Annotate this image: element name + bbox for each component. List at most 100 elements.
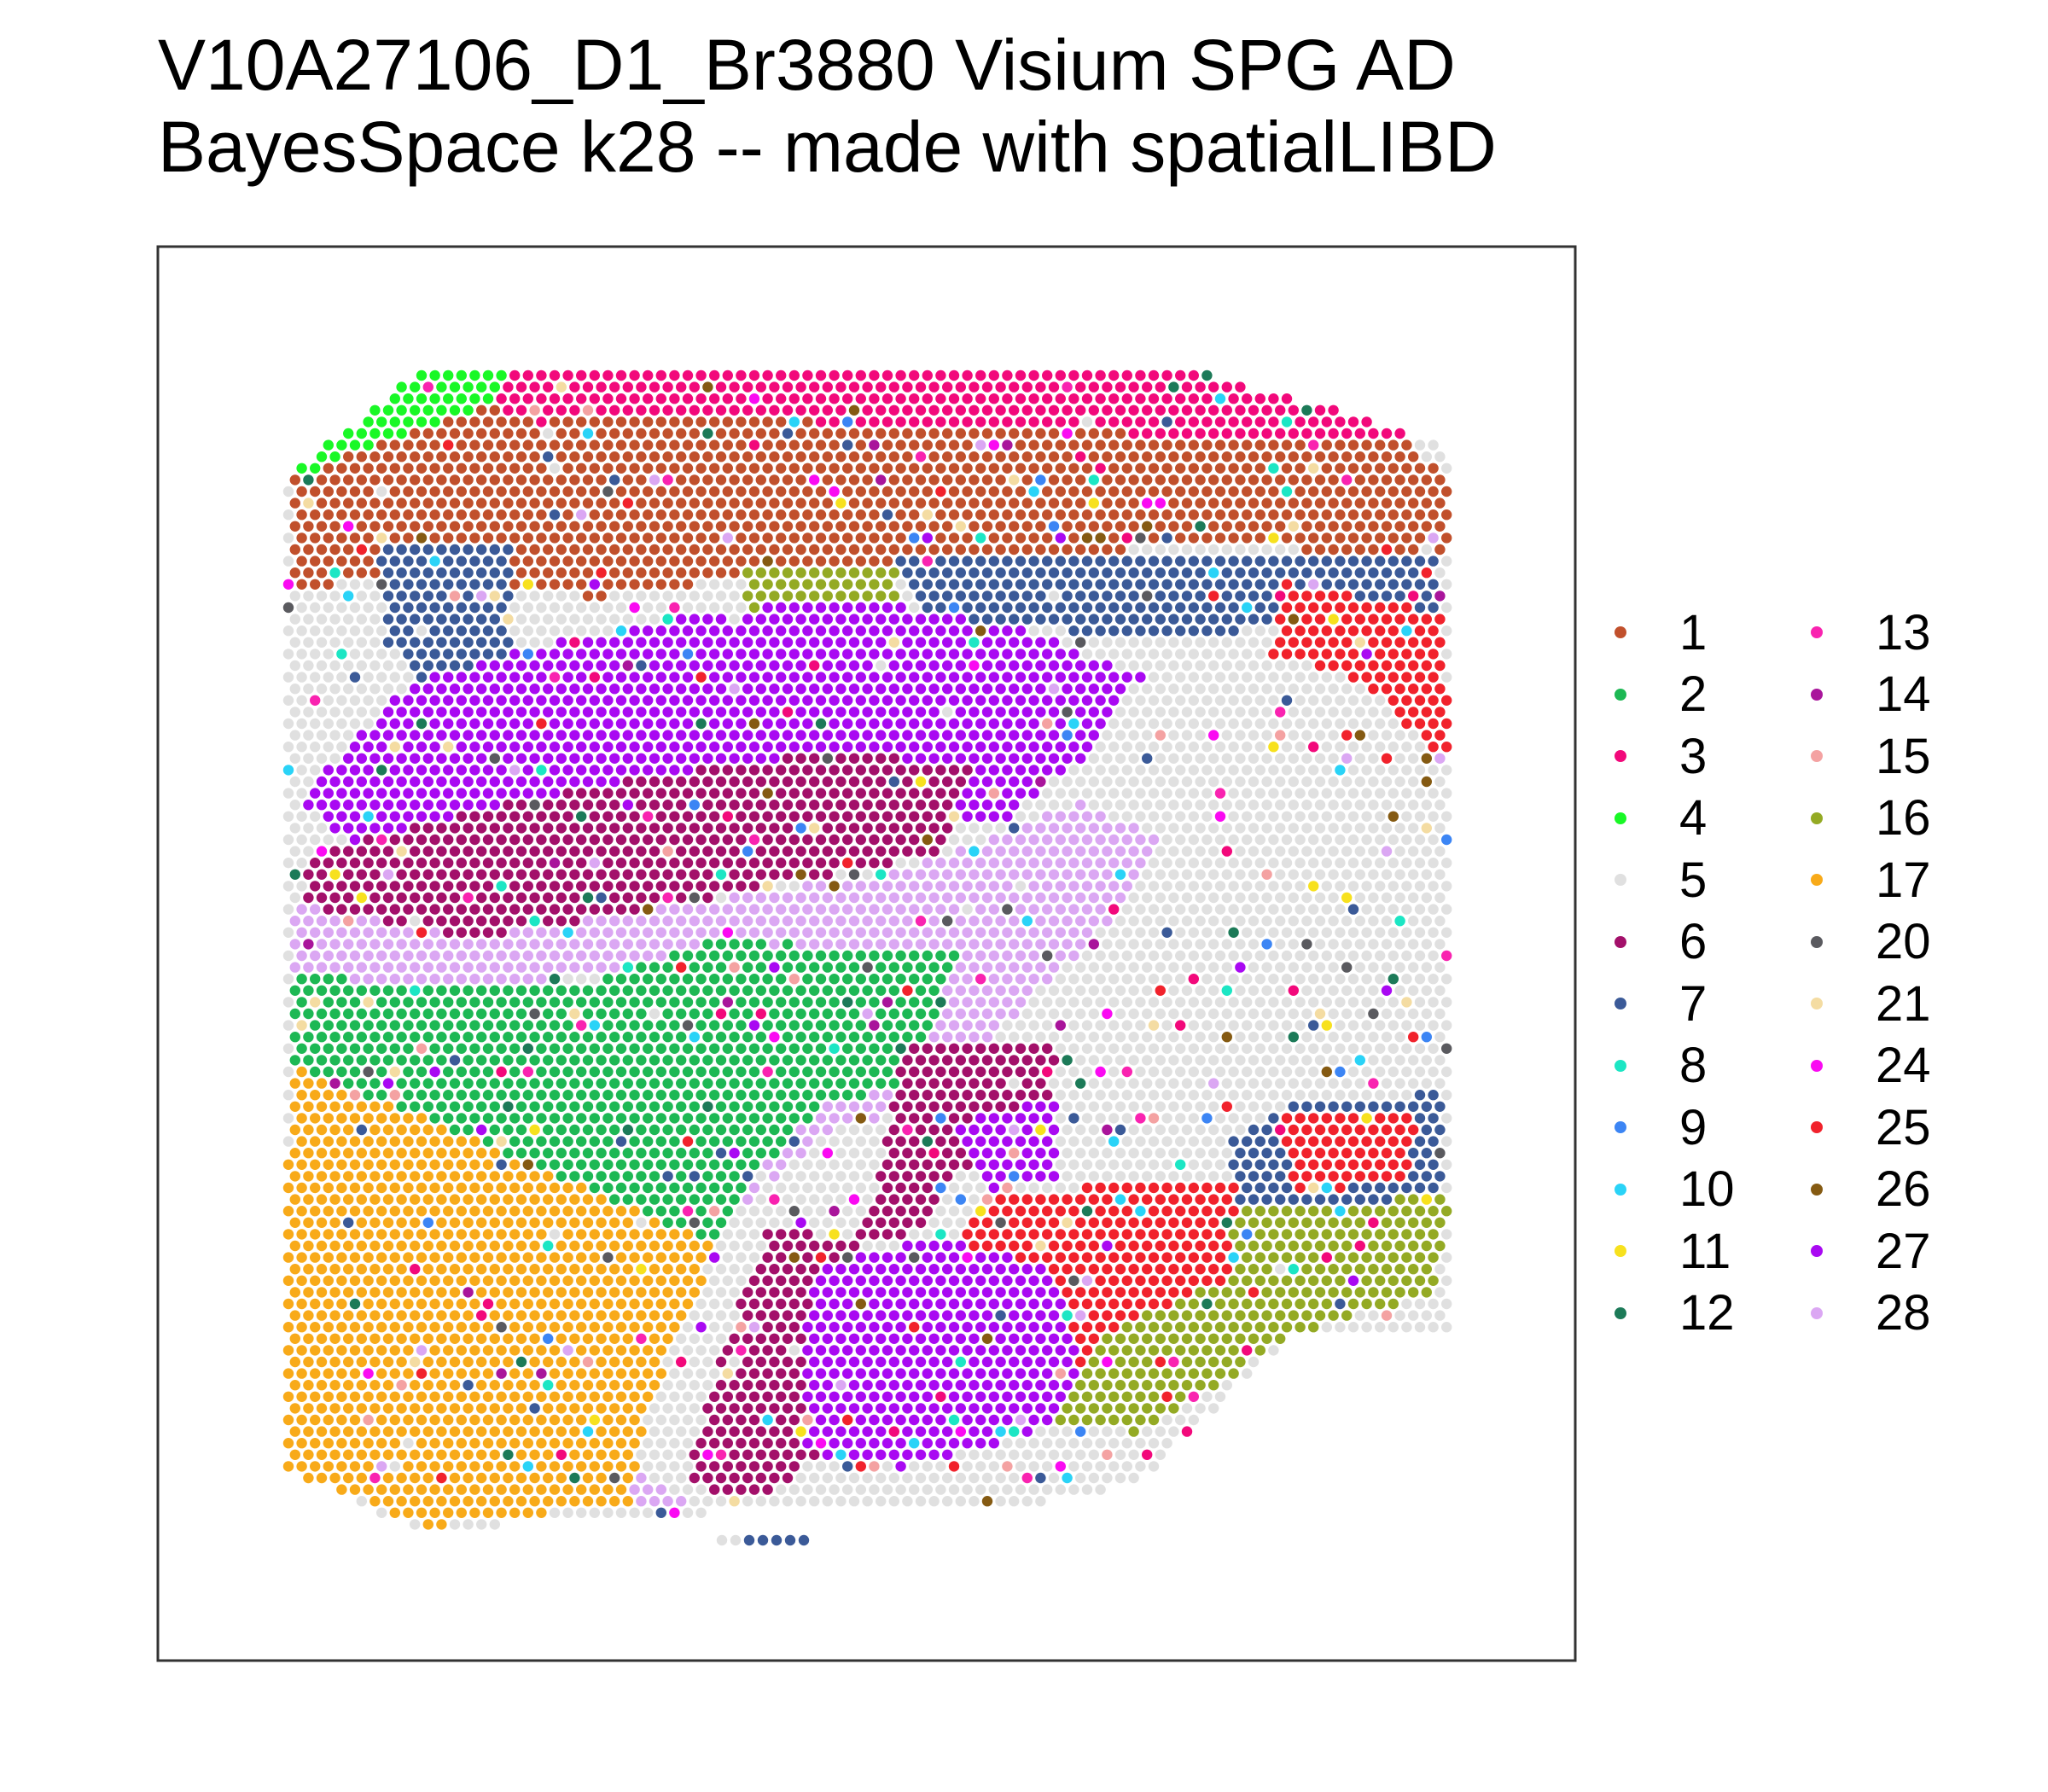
spot-cluster-5 (282, 858, 294, 869)
spot-cluster-1 (1354, 474, 1366, 486)
spot-cluster-27 (788, 672, 800, 683)
spot-cluster-5 (336, 834, 347, 846)
spot-cluster-1 (1009, 521, 1020, 532)
spot-cluster-1 (1108, 532, 1120, 544)
spot-cluster-1 (329, 544, 340, 556)
spot-cluster-5 (1328, 684, 1339, 695)
spot-cluster-5 (1181, 800, 1193, 811)
spot-cluster-1 (1361, 486, 1372, 497)
spot-cluster-27 (562, 695, 573, 706)
spot-cluster-4 (376, 416, 387, 428)
spot-cluster-28 (476, 591, 487, 602)
spot-cluster-2 (382, 1008, 394, 1020)
spot-cluster-1 (888, 474, 900, 486)
spot-cluster-2 (449, 1008, 461, 1020)
spot-cluster-5 (1388, 742, 1399, 753)
spot-cluster-6 (469, 811, 480, 822)
spot-cluster-1 (1128, 451, 1139, 463)
spot-cluster-27 (649, 660, 660, 672)
spot-cluster-1 (902, 544, 913, 556)
spot-cluster-27 (902, 730, 913, 741)
spot-cluster-5 (1235, 985, 1246, 997)
spot-cluster-1 (349, 486, 361, 497)
spot-cluster-6 (855, 858, 866, 869)
spot-cluster-1 (1042, 509, 1053, 521)
spot-cluster-1 (1075, 497, 1086, 509)
spot-cluster-11 (1308, 881, 1319, 892)
spot-cluster-28 (469, 950, 480, 962)
spot-cluster-5 (515, 614, 527, 625)
spot-cluster-3 (543, 404, 554, 416)
spot-cluster-5 (1434, 985, 1446, 997)
spot-cluster-1 (729, 428, 740, 439)
spot-cluster-6 (662, 800, 673, 811)
spot-cluster-5 (1175, 997, 1186, 1008)
spot-cluster-3 (742, 404, 753, 416)
spot-cluster-5 (1088, 753, 1100, 764)
spot-cluster-5 (1408, 892, 1419, 904)
spot-cluster-27 (349, 765, 361, 776)
spot-cluster-7 (1195, 614, 1206, 625)
spot-cluster-7 (382, 614, 394, 625)
spot-cluster-1 (662, 544, 673, 556)
spot-cluster-16 (776, 579, 787, 590)
spot-cluster-1 (496, 509, 507, 521)
spot-cluster-3 (1248, 428, 1260, 439)
spot-cluster-5 (1208, 892, 1219, 904)
spot-cluster-27 (988, 695, 1000, 706)
spot-cluster-27 (376, 788, 387, 799)
spot-cluster-28 (955, 892, 967, 904)
spot-cluster-6 (722, 765, 733, 776)
spot-cluster-3 (815, 369, 827, 381)
spot-cluster-2 (476, 1008, 487, 1020)
spot-cluster-6 (888, 846, 900, 857)
spot-cluster-2 (356, 985, 367, 997)
spot-cluster-1 (410, 521, 421, 532)
spot-cluster-3 (1028, 393, 1039, 404)
spot-cluster-27 (1102, 707, 1113, 718)
spot-cluster-10 (1208, 567, 1219, 579)
spot-cluster-3 (582, 381, 594, 393)
spot-cluster-5 (1114, 637, 1126, 648)
spot-cluster-28 (582, 962, 594, 973)
spot-cluster-4 (369, 428, 381, 439)
spot-cluster-5 (369, 660, 381, 672)
spot-cluster-12 (289, 869, 300, 880)
spot-cluster-7 (410, 567, 421, 579)
spot-cluster-7 (895, 556, 906, 567)
spot-cluster-5 (1321, 997, 1333, 1008)
spot-cluster-2 (456, 1043, 467, 1055)
spot-cluster-28 (695, 927, 707, 939)
spot-cluster-1 (496, 416, 507, 428)
spot-cluster-1 (629, 416, 640, 428)
spot-cluster-5 (1088, 800, 1100, 811)
spot-cluster-1 (895, 463, 906, 474)
spot-cluster-27 (662, 753, 673, 764)
spot-cluster-1 (955, 451, 967, 463)
spot-cluster-7 (489, 544, 500, 556)
spot-cluster-5 (1155, 1032, 1167, 1043)
spot-cluster-3 (1042, 369, 1053, 381)
spot-cluster-28 (1135, 834, 1146, 846)
spot-cluster-5 (1221, 823, 1233, 834)
spot-cluster-1 (1321, 532, 1333, 544)
spot-cluster-1 (549, 416, 561, 428)
spot-cluster-3 (1055, 416, 1067, 428)
spot-cluster-3 (802, 369, 813, 381)
spot-cluster-5 (1381, 800, 1393, 811)
spot-cluster-25 (1441, 742, 1452, 753)
spot-cluster-5 (1321, 672, 1333, 683)
spot-cluster-27 (1095, 672, 1106, 683)
spot-cluster-1 (403, 532, 414, 544)
spot-cluster-6 (742, 869, 753, 880)
spot-cluster-5 (1221, 800, 1233, 811)
spot-cluster-1 (343, 497, 354, 509)
spot-cluster-5 (722, 579, 733, 590)
spot-cluster-1 (1035, 428, 1046, 439)
spot-cluster-6 (829, 858, 840, 869)
spot-cluster-24 (969, 660, 980, 672)
spot-cluster-27 (669, 672, 680, 683)
spot-cluster-1 (536, 556, 547, 567)
spot-cluster-3 (975, 393, 986, 404)
spot-cluster-28 (356, 962, 367, 973)
